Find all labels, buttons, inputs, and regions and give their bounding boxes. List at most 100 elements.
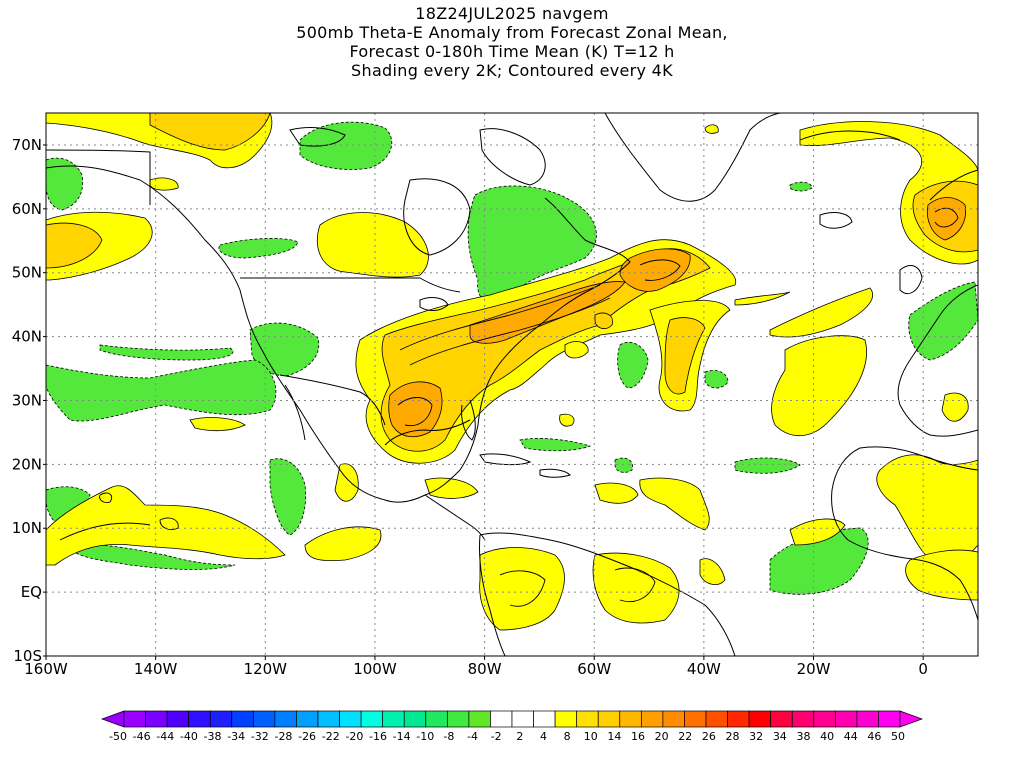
colorbar-label: 10 <box>584 730 598 743</box>
lon-label: 80W <box>468 660 502 678</box>
neg-anomaly-atlantic-small <box>704 370 729 389</box>
coastline-hudson-bay <box>403 178 471 256</box>
colorbar-label: -22 <box>322 730 340 743</box>
contour-gulf <box>397 397 433 427</box>
colorbar-label: -34 <box>227 730 245 743</box>
coastline-africa <box>831 446 978 621</box>
colorbar-swatch <box>188 710 211 728</box>
coastline-florida <box>461 399 476 441</box>
colorbar-label: -10 <box>416 730 434 743</box>
contour-greenland-north <box>799 130 901 141</box>
pos-anomaly-pacific-22n <box>189 417 246 432</box>
coastline-hispaniola <box>539 468 571 478</box>
map-grid <box>46 113 978 656</box>
pos-anomaly-mid-atlantic-orange <box>619 248 691 292</box>
colorbar-label: 20 <box>655 730 669 743</box>
colorbar-swatch <box>339 710 362 728</box>
lon-label: 100W <box>353 660 397 678</box>
coastline-british-isles <box>899 265 923 294</box>
neg-anomaly-pacific-thin <box>99 344 234 361</box>
pos-anomaly-atl-38n-gold <box>594 312 613 330</box>
lat-label: 10S <box>13 647 42 665</box>
colorbar-swatch <box>705 710 728 728</box>
colorbar-swatch <box>619 710 642 728</box>
neg-anomaly-labrador <box>467 185 597 305</box>
neg-anomaly-pacific-15n <box>269 458 307 536</box>
neg-anomaly-africa-coast <box>734 457 801 474</box>
colorbar-label: -40 <box>180 730 198 743</box>
colorbar-label: -4 <box>467 730 478 743</box>
colorbar-label: 28 <box>726 730 740 743</box>
colorbar-swatch <box>274 710 297 728</box>
colorbar-label: 14 <box>607 730 621 743</box>
colorbar-swatch <box>490 710 513 728</box>
colorbar-swatch <box>813 710 836 728</box>
colorbar-swatch <box>834 710 858 728</box>
coastline-gulf-mexico <box>384 419 471 446</box>
colorbar-swatch <box>166 710 190 728</box>
colorbar-label: -50 <box>109 730 127 743</box>
colorbar-swatch <box>145 710 168 728</box>
colorbar-arrow-left <box>100 710 125 728</box>
contour-pacific-small-2 <box>99 492 113 503</box>
title-line-3: Forecast 0-180h Time Mean (K) T=12 h <box>349 42 675 61</box>
lon-label: 0 <box>918 660 928 678</box>
title-line-4: Shading every 2K; Contoured every 4K <box>351 61 673 80</box>
coastline-mexico-border <box>279 374 386 426</box>
pos-anomaly-alaska-small <box>149 177 179 191</box>
coastline-us-border <box>240 277 461 293</box>
pos-anomaly-alaska-gold <box>149 113 271 151</box>
colorbar-label: -14 <box>393 730 411 743</box>
lat-label: 40N <box>12 328 42 346</box>
coastline-great-lakes <box>419 297 449 311</box>
coastline-scandinavia <box>929 169 978 201</box>
colorbar-label: -44 <box>156 730 174 743</box>
pos-anomaly-scandinavia-orange <box>926 197 967 241</box>
colorbar-label: 50 <box>891 730 905 743</box>
colorbar-swatch <box>791 710 815 728</box>
pos-anomaly-sargasso <box>559 413 575 427</box>
neg-anomaly-hudson-bay <box>299 121 393 170</box>
lat-label: 50N <box>12 264 42 282</box>
colorbar-label: 22 <box>678 730 692 743</box>
pos-anomaly-atl-ridge-thin <box>734 291 791 306</box>
colorbar-swatch <box>662 710 685 728</box>
pos-anomaly-south-america-north <box>479 547 565 631</box>
pos-anomaly-north-atlantic-tropics <box>639 477 710 531</box>
contour-eastern-us-2 <box>409 297 611 366</box>
colorbar-label: -16 <box>369 730 387 743</box>
colorbar-swatch <box>317 710 340 728</box>
coastline-baffin <box>479 128 546 186</box>
pos-anomaly-canada-prairie <box>316 212 429 278</box>
colorbar-label: 4 <box>540 730 547 743</box>
colorbar-swatch <box>252 710 276 728</box>
colorbar-label: -38 <box>204 730 222 743</box>
colorbar-swatch <box>554 710 578 728</box>
pos-anomaly-yucatan <box>424 477 479 499</box>
map-border <box>45 112 979 657</box>
coastline-north-america-west <box>46 165 461 503</box>
pos-anomaly-us-northeast-orange <box>469 281 626 344</box>
chart-title-block: 18Z24JUL2025 navgem 500mb Theta-E Anomal… <box>0 4 1024 80</box>
colorbar-label: 40 <box>820 730 834 743</box>
contour-mid-atl <box>639 259 681 281</box>
coastline-cuba <box>479 453 532 466</box>
colorbar-swatch <box>360 710 384 728</box>
pos-anomaly-brazil-east <box>699 558 726 585</box>
colorbar-swatch <box>382 710 405 728</box>
coastline-central-america <box>424 494 486 541</box>
colorbar-swatch <box>511 710 534 728</box>
colorbar-swatch <box>770 710 793 728</box>
lat-label: 20N <box>12 455 42 473</box>
coastline-south-america-west <box>479 534 506 656</box>
lat-label: 60N <box>12 200 42 218</box>
coastline-iceland <box>819 212 853 229</box>
coastline-baja <box>284 384 306 441</box>
neg-anomaly-west-canada <box>218 238 299 259</box>
colorbar-swatch <box>640 710 664 728</box>
neg-anomaly-north-atl-small <box>789 181 813 192</box>
colorbar-swatch <box>296 710 319 728</box>
colorbar-label: 44 <box>844 730 858 743</box>
pos-anomaly-venezuela <box>594 482 639 504</box>
colorbar-label: 16 <box>631 730 645 743</box>
